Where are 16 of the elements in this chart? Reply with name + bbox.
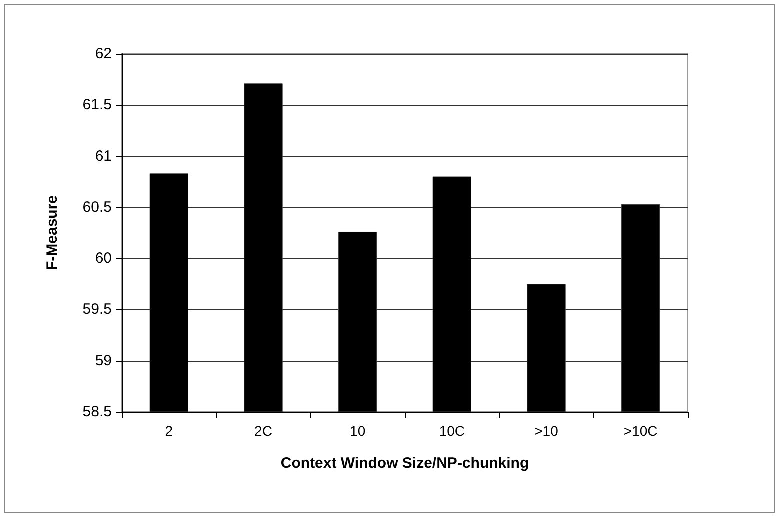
x-tick-label: >10	[534, 423, 559, 439]
x-tick-label: 2C	[254, 423, 272, 439]
x-axis-title: Context Window Size/NP-chunking	[280, 455, 530, 472]
y-tick-label: 61.5	[82, 96, 112, 114]
x-tick-label: >10C	[624, 423, 658, 439]
y-tick-label: 62	[95, 46, 112, 62]
x-tick-label: 10C	[439, 423, 466, 439]
x-tick-label: 2	[165, 423, 174, 439]
y-tick-label: 61	[95, 148, 112, 165]
y-tick-label: 60	[95, 250, 112, 268]
y-axis-title: F-Measure	[44, 195, 61, 271]
x-tick-label: 10	[350, 423, 366, 439]
y-tick-label: 60.5	[82, 198, 112, 216]
y-tick-label: 58.5	[82, 404, 112, 420]
y-tick-label: 59.5	[82, 301, 112, 318]
y-tick-label: 59	[95, 352, 112, 370]
